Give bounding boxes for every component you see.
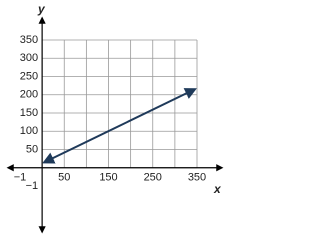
x-tick-label: 350 — [188, 172, 206, 184]
y-tick-label: 250 — [20, 70, 38, 82]
x-axis-label: x — [213, 182, 222, 196]
y-tick-label: 50 — [26, 143, 38, 155]
line — [42, 88, 197, 164]
y-tick-label: 300 — [20, 52, 38, 64]
chart: x y −1 50 150 250 350 −1 50 100 150 200 250 300 350 — [6, 2, 224, 234]
y-tick-label: 100 — [20, 125, 38, 137]
x-tick-label: −1 — [14, 172, 27, 184]
y-tick-label: 200 — [20, 89, 38, 101]
y-tick-label: 150 — [20, 107, 38, 119]
x-tick-label: 250 — [144, 172, 162, 184]
x-tick-label: 50 — [58, 172, 70, 184]
y-axis-label: y — [37, 2, 46, 16]
y-tick-label: −1 — [26, 180, 39, 192]
x-tick-label: 150 — [99, 172, 117, 184]
y-tick-label: 350 — [20, 34, 38, 46]
